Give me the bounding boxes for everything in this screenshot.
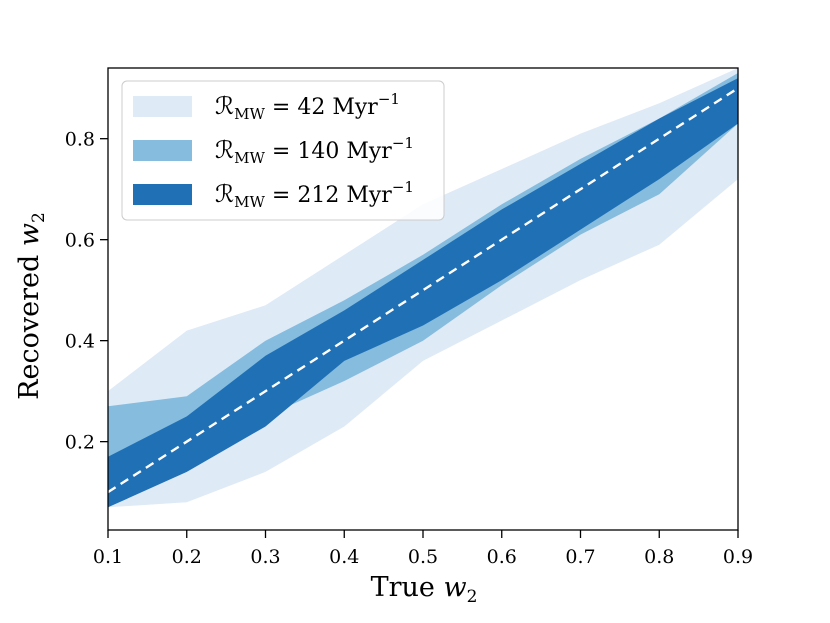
legend-swatch-212 [133,184,192,205]
legend-label-212: ℛMW = 212 Myr−1 [215,178,414,211]
x-tick-label: 0.7 [565,546,595,568]
x-tick-label: 0.2 [172,546,202,568]
band-212 [108,78,738,508]
y-tick-label: 0.6 [65,230,95,252]
x-tick-label: 0.1 [93,546,123,568]
y-tick-label: 0.2 [65,432,95,454]
reference-line [107,87,739,494]
legend-swatch-42 [133,96,192,117]
x-tick-label: 0.9 [723,546,753,568]
x-axis-ticks: 0.1 0.2 0.3 0.4 0.5 0.6 0.7 0.8 0.9 [93,530,753,568]
y-tick-label: 0.4 [65,331,95,353]
x-tick-label: 0.5 [408,546,438,568]
y-axis-ticks: 0.2 0.4 0.6 0.8 [65,129,108,454]
legend: ℛMW = 42 Myr−1 ℛMW = 140 Myr−1 ℛMW = 212… [121,80,445,221]
legend-label-140: ℛMW = 140 Myr−1 [215,134,414,167]
x-tick-label: 0.4 [329,546,359,568]
reference-line-group [107,87,739,494]
y-tick-label: 0.8 [65,129,95,151]
x-tick-label: 0.6 [487,546,517,568]
x-axis-label: True w2 [371,572,478,607]
x-tick-label: 0.3 [250,546,280,568]
legend-box [121,80,445,221]
y-axis-label: Recovered w2 [14,212,49,400]
x-tick-label: 0.8 [644,546,674,568]
legend-swatch-140 [133,140,192,161]
legend-label-42: ℛMW = 42 Myr−1 [215,90,400,123]
confidence-bands [108,68,738,508]
